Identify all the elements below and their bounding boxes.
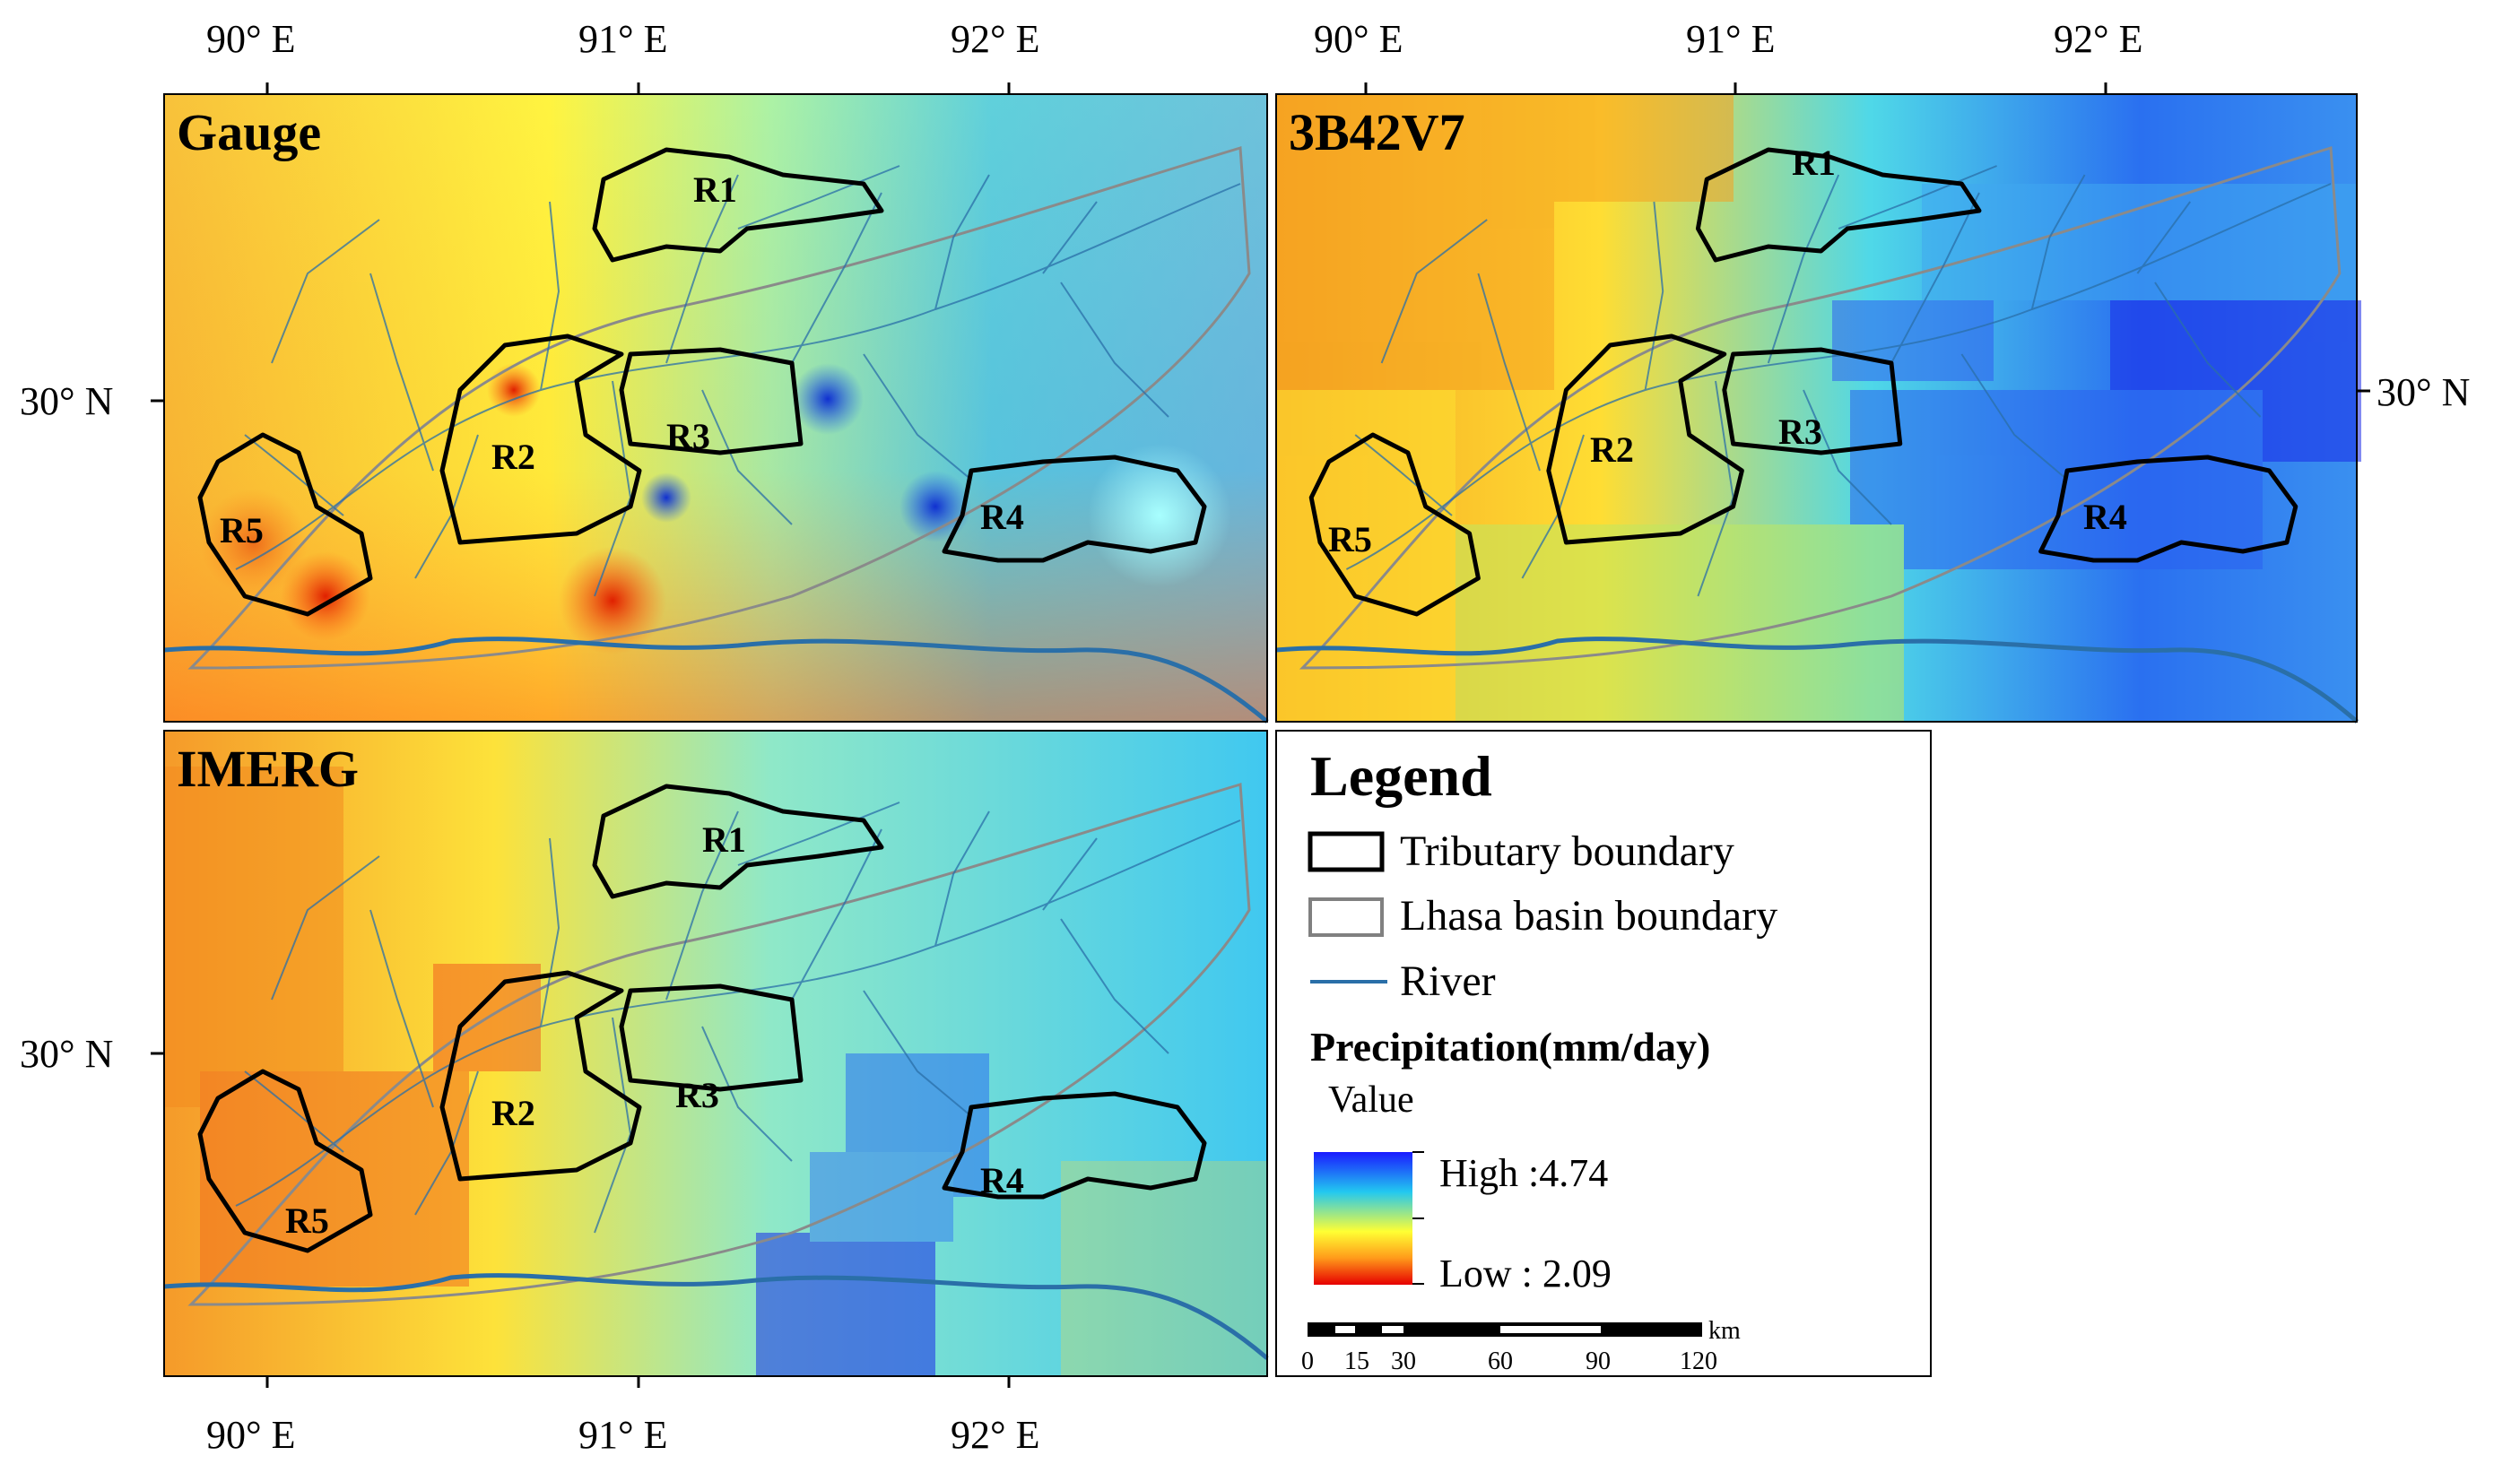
- lon-label-bottom-92: 92° E: [951, 1413, 1039, 1457]
- region-labels-gauge: R1 R2 R3 R4 R5: [220, 169, 1024, 550]
- graticule-labels: 90° E 91° E 92° E 90° E 91° E 92° E 90° …: [20, 17, 2470, 1457]
- legend-item-river: River: [1400, 957, 1496, 1005]
- scale-tick: 60: [1488, 1347, 1513, 1375]
- legend: Legend Tributary boundary Lhasa basin bo…: [1275, 730, 1932, 1377]
- panel-title-gauge: Gauge: [177, 103, 321, 161]
- value-label: Value: [1328, 1079, 1414, 1121]
- panel-imerg: IMERG R1 R2 R3 R4 R5: [164, 730, 1267, 1377]
- basin-swatch: [1308, 897, 1384, 937]
- scale-unit: km: [1708, 1317, 1741, 1345]
- scale-tick: 15: [1344, 1347, 1369, 1375]
- lon-label-top-left-90: 90° E: [206, 17, 295, 61]
- region-label: R4: [2083, 497, 2127, 537]
- region-label: R5: [285, 1200, 329, 1241]
- precip-title: Precipitation(mm/day): [1310, 1024, 1710, 1070]
- scale-tick: 120: [1680, 1347, 1717, 1375]
- region-labels-imerg: R1 R2 R3 R4 R5: [285, 819, 1024, 1241]
- imerg-grid-cells: [164, 767, 1267, 1376]
- panel-title-imerg: IMERG: [177, 740, 359, 798]
- scale-tick: 30: [1391, 1347, 1416, 1375]
- region-label: R1: [1792, 143, 1836, 183]
- lat-label-3b42v7: 30° N: [2377, 370, 2470, 414]
- lon-label-top-left-91: 91° E: [578, 17, 667, 61]
- region-label: R5: [1328, 519, 1372, 559]
- lon-label-bottom-90: 90° E: [206, 1413, 295, 1457]
- region-labels-3b42v7: R1 R2 R3 R4 R5: [1328, 143, 2127, 559]
- graticule-ticks: [151, 82, 2370, 1388]
- panel-title-3b42v7: 3B42V7: [1289, 103, 1465, 161]
- region-label: R4: [980, 497, 1024, 537]
- tributary-swatch: [1308, 831, 1385, 872]
- color-ramp: [1314, 1152, 1412, 1285]
- region-label: R2: [491, 1093, 535, 1133]
- lon-label-bottom-91: 91° E: [578, 1413, 667, 1457]
- lat-label-imerg: 30° N: [20, 1032, 113, 1076]
- region-label: R3: [675, 1075, 719, 1115]
- scale-tick: 0: [1301, 1347, 1314, 1375]
- ramp-high-label: High :4.74: [1439, 1151, 1608, 1195]
- region-label: R2: [491, 437, 535, 477]
- scale-bar: km 0 15 30 60 90 120: [1301, 1317, 1741, 1375]
- legend-item-tributary: Tributary boundary: [1400, 827, 1734, 875]
- lon-label-top-left-92: 92° E: [951, 17, 1039, 61]
- region-label: R2: [1590, 429, 1634, 470]
- region-label: R1: [693, 169, 737, 210]
- region-label: R5: [220, 510, 264, 550]
- lon-label-top-right-90: 90° E: [1314, 17, 1403, 61]
- lon-label-top-right-92: 92° E: [2054, 17, 2142, 61]
- panel-gauge: Gauge R1 R2 R3 R4 R5: [164, 93, 1267, 722]
- legend-item-basin: Lhasa basin boundary: [1400, 892, 1777, 940]
- region-label: R4: [980, 1160, 1024, 1200]
- region-label: R3: [666, 416, 710, 456]
- legend-title: Legend: [1310, 744, 1492, 808]
- panel-3b42v7: 3B42V7 R1 R2 R3 R4 R5: [1276, 93, 2361, 722]
- region-label: R1: [702, 819, 746, 860]
- ramp-low-label: Low : 2.09: [1439, 1252, 1612, 1295]
- lat-label-gauge: 30° N: [20, 379, 113, 423]
- region-label: R3: [1778, 412, 1822, 452]
- scale-tick: 90: [1586, 1347, 1611, 1375]
- lon-label-top-right-91: 91° E: [1686, 17, 1775, 61]
